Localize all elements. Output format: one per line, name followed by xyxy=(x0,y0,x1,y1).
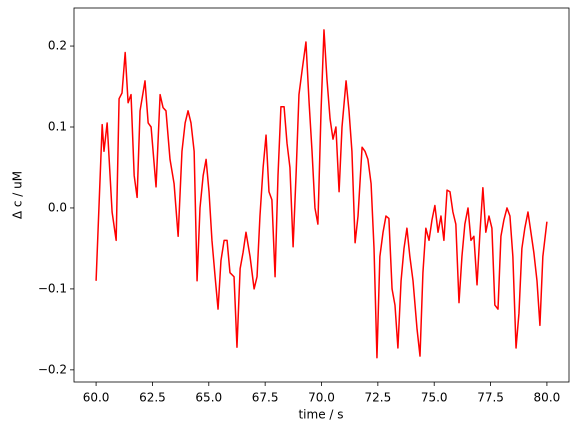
y-tick-label: −0.1 xyxy=(38,281,67,295)
y-tick-label: 0.0 xyxy=(48,200,67,214)
y-tick-label: 0.1 xyxy=(48,120,67,134)
y-tick-label: 0.2 xyxy=(48,39,67,53)
y-tick-label: −0.2 xyxy=(38,362,67,376)
x-tick-label: 80.0 xyxy=(534,391,561,405)
x-tick-label: 70.0 xyxy=(308,391,335,405)
x-tick-label: 72.5 xyxy=(364,391,391,405)
plot-frame xyxy=(73,7,570,383)
x-tick-label: 75.0 xyxy=(421,391,448,405)
data-line xyxy=(95,29,548,359)
x-tick-label: 65.0 xyxy=(195,391,222,405)
x-tick-label: 67.5 xyxy=(252,391,279,405)
x-tick-label: 62.5 xyxy=(139,391,166,405)
y-axis-label: Δ c / uM xyxy=(11,171,25,219)
x-tick-label: 60.0 xyxy=(83,391,110,405)
x-axis-label: time / s xyxy=(298,408,343,422)
x-tick-label: 77.5 xyxy=(477,391,504,405)
